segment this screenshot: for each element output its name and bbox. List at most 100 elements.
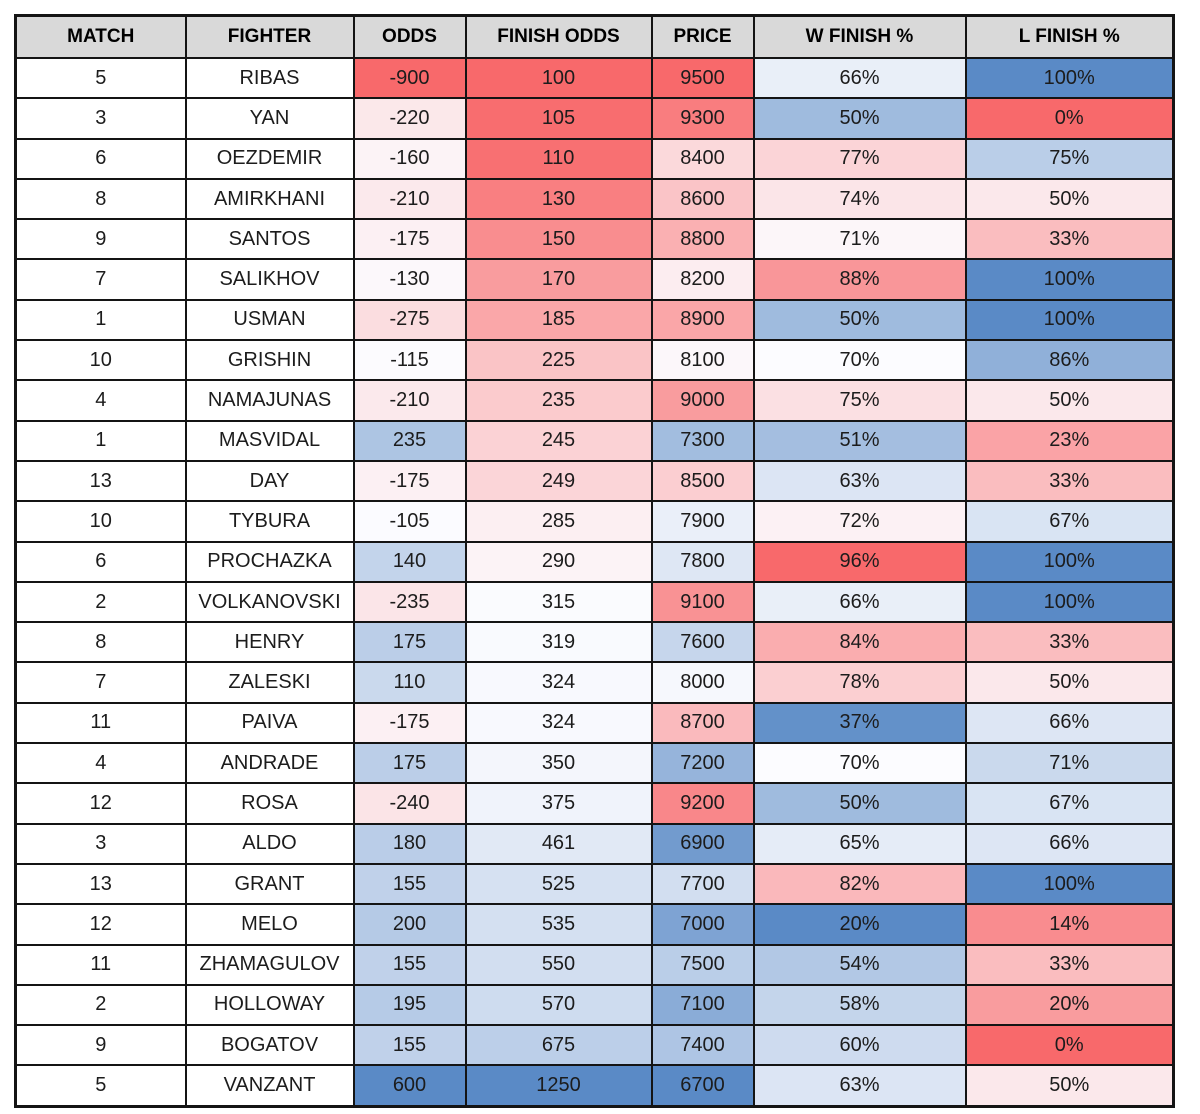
cell-fighter: ZALESKI <box>184 661 355 704</box>
column-header-fighter: FIGHTER <box>184 14 355 59</box>
table-row: 8 HENRY 175 319 7600 84% 33% <box>14 621 1175 664</box>
cell-w_finish: 82% <box>752 862 967 906</box>
cell-match: 2 <box>14 580 187 624</box>
cell-match: 5 <box>14 56 187 100</box>
cell-w_finish: 75% <box>752 379 967 422</box>
cell-w_finish: 71% <box>752 218 967 261</box>
table-row: 12 MELO 200 535 7000 20% 14% <box>14 903 1175 946</box>
cell-w_finish: 66% <box>752 56 967 100</box>
cell-fighter: SALIKHOV <box>184 258 355 301</box>
cell-odds: -175 <box>352 218 467 261</box>
cell-price: 7000 <box>650 903 755 946</box>
cell-l_finish: 50% <box>964 379 1175 422</box>
cell-l_finish: 0% <box>964 1024 1175 1067</box>
cell-price: 8000 <box>650 661 755 704</box>
table-row: 5 VANZANT 600 1250 6700 63% 50% <box>14 1064 1175 1108</box>
cell-finish_odds: 245 <box>464 419 653 462</box>
cell-match: 7 <box>14 258 187 301</box>
cell-l_finish: 20% <box>964 983 1175 1027</box>
cell-odds: 175 <box>352 621 467 664</box>
cell-price: 9000 <box>650 379 755 422</box>
cell-odds: 180 <box>352 822 467 865</box>
cell-match: 6 <box>14 540 187 583</box>
cell-price: 7700 <box>650 862 755 906</box>
cell-match: 8 <box>14 621 187 664</box>
cell-fighter: MASVIDAL <box>184 419 355 462</box>
column-header-finish_odds: FINISH ODDS <box>464 14 653 59</box>
cell-odds: 110 <box>352 661 467 704</box>
cell-odds: -900 <box>352 56 467 100</box>
cell-price: 8400 <box>650 137 755 180</box>
cell-odds: -115 <box>352 339 467 382</box>
cell-l_finish: 67% <box>964 782 1175 825</box>
cell-price: 9100 <box>650 580 755 624</box>
table-row: 11 PAIVA -175 324 8700 37% 66% <box>14 701 1175 745</box>
cell-match: 9 <box>14 218 187 261</box>
cell-finish_odds: 249 <box>464 459 653 503</box>
cell-fighter: RIBAS <box>184 56 355 100</box>
cell-finish_odds: 225 <box>464 339 653 382</box>
cell-odds: -130 <box>352 258 467 301</box>
cell-l_finish: 23% <box>964 419 1175 462</box>
column-header-w_finish: W FINISH % <box>752 14 967 59</box>
column-header-odds: ODDS <box>352 14 467 59</box>
table-row: 1 USMAN -275 185 8900 50% 100% <box>14 298 1175 342</box>
cell-price: 7200 <box>650 742 755 785</box>
cell-w_finish: 63% <box>752 459 967 503</box>
column-header-price: PRICE <box>650 14 755 59</box>
cell-w_finish: 96% <box>752 540 967 583</box>
cell-odds: 600 <box>352 1064 467 1108</box>
cell-fighter: VANZANT <box>184 1064 355 1108</box>
cell-fighter: OEZDEMIR <box>184 137 355 180</box>
cell-odds: 140 <box>352 540 467 583</box>
cell-odds: -220 <box>352 97 467 140</box>
cell-odds: -175 <box>352 459 467 503</box>
column-header-match: MATCH <box>14 14 187 59</box>
cell-price: 7300 <box>650 419 755 462</box>
cell-match: 6 <box>14 137 187 180</box>
cell-l_finish: 100% <box>964 298 1175 342</box>
cell-odds: -235 <box>352 580 467 624</box>
cell-finish_odds: 100 <box>464 56 653 100</box>
cell-w_finish: 72% <box>752 500 967 543</box>
cell-finish_odds: 570 <box>464 983 653 1027</box>
cell-match: 1 <box>14 419 187 462</box>
cell-fighter: GRANT <box>184 862 355 906</box>
cell-l_finish: 33% <box>964 943 1175 986</box>
cell-w_finish: 88% <box>752 258 967 301</box>
cell-l_finish: 33% <box>964 459 1175 503</box>
table-row: 6 PROCHAZKA 140 290 7800 96% 100% <box>14 540 1175 583</box>
table-row: 13 DAY -175 249 8500 63% 33% <box>14 459 1175 503</box>
cell-match: 11 <box>14 701 187 745</box>
table-row: 2 HOLLOWAY 195 570 7100 58% 20% <box>14 983 1175 1027</box>
cell-fighter: VOLKANOVSKI <box>184 580 355 624</box>
cell-odds: 155 <box>352 1024 467 1067</box>
cell-finish_odds: 461 <box>464 822 653 865</box>
cell-odds: 200 <box>352 903 467 946</box>
cell-finish_odds: 185 <box>464 298 653 342</box>
table-row: 8 AMIRKHANI -210 130 8600 74% 50% <box>14 177 1175 221</box>
cell-odds: -275 <box>352 298 467 342</box>
cell-w_finish: 65% <box>752 822 967 865</box>
cell-fighter: ZHAMAGULOV <box>184 943 355 986</box>
cell-finish_odds: 324 <box>464 701 653 745</box>
cell-price: 8700 <box>650 701 755 745</box>
cell-w_finish: 58% <box>752 983 967 1027</box>
cell-l_finish: 0% <box>964 97 1175 140</box>
cell-odds: -175 <box>352 701 467 745</box>
cell-finish_odds: 285 <box>464 500 653 543</box>
cell-fighter: USMAN <box>184 298 355 342</box>
cell-w_finish: 74% <box>752 177 967 221</box>
cell-finish_odds: 550 <box>464 943 653 986</box>
cell-l_finish: 50% <box>964 177 1175 221</box>
cell-l_finish: 100% <box>964 258 1175 301</box>
cell-price: 7100 <box>650 983 755 1027</box>
cell-l_finish: 71% <box>964 742 1175 785</box>
table-row: 4 NAMAJUNAS -210 235 9000 75% 50% <box>14 379 1175 422</box>
cell-match: 10 <box>14 500 187 543</box>
table-row: 5 RIBAS -900 100 9500 66% 100% <box>14 56 1175 100</box>
cell-finish_odds: 110 <box>464 137 653 180</box>
table-row: 10 GRISHIN -115 225 8100 70% 86% <box>14 339 1175 382</box>
cell-finish_odds: 130 <box>464 177 653 221</box>
cell-finish_odds: 105 <box>464 97 653 140</box>
